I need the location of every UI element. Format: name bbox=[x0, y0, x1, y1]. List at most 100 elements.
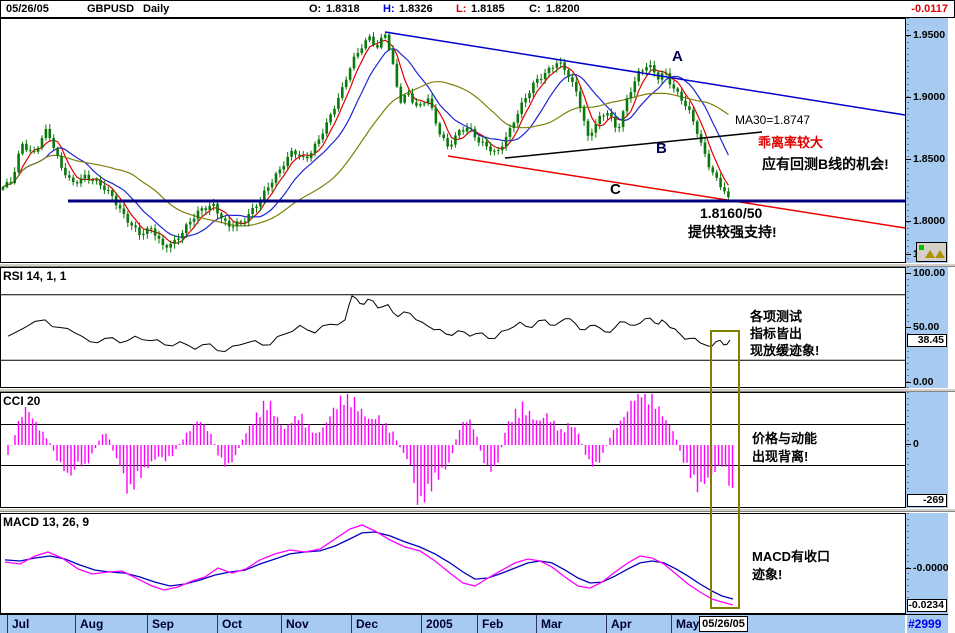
candle-body bbox=[110, 190, 114, 196]
candle-body bbox=[9, 182, 13, 184]
candle-body bbox=[707, 153, 711, 168]
candle-body bbox=[21, 143, 24, 154]
candle-body bbox=[337, 97, 340, 109]
candle-body bbox=[438, 123, 442, 135]
candle-body bbox=[352, 56, 356, 69]
candle-body bbox=[590, 132, 594, 136]
line-B bbox=[504, 131, 763, 159]
candle-body bbox=[259, 199, 262, 207]
candle-body bbox=[543, 72, 547, 80]
macd-note-line2: 迹象! bbox=[752, 567, 783, 582]
panel-splitter[interactable] bbox=[0, 508, 955, 512]
candle-body bbox=[586, 120, 590, 136]
candle-body bbox=[454, 135, 457, 145]
candle-body bbox=[614, 116, 617, 128]
candle-body bbox=[157, 235, 161, 239]
candle-body bbox=[130, 222, 133, 226]
ma30-value-label: MA30=1.8747 bbox=[735, 113, 811, 127]
month-label: 2005 bbox=[426, 617, 453, 631]
indicator-line bbox=[2, 47, 729, 238]
macd-axis: -0.0000 -0.0234 bbox=[906, 513, 949, 614]
candle-body bbox=[313, 143, 317, 154]
bar-count-label: #2999 bbox=[908, 617, 942, 631]
candle-body bbox=[286, 156, 289, 166]
axis-tick bbox=[906, 35, 911, 36]
bias-note: 乖离率较大 bbox=[758, 135, 824, 150]
price-chart-canvas[interactable] bbox=[0, 18, 906, 263]
month-label: Mar bbox=[541, 617, 563, 631]
candle-body bbox=[621, 111, 625, 128]
candle-body bbox=[680, 91, 683, 101]
candle-body bbox=[99, 180, 102, 186]
candle-body bbox=[504, 137, 508, 147]
candle-body bbox=[688, 106, 691, 111]
candle-body bbox=[703, 142, 707, 154]
candle-body bbox=[364, 40, 367, 49]
cci-chart-canvas[interactable] bbox=[0, 392, 906, 508]
candle-body bbox=[403, 95, 406, 103]
candle-body bbox=[723, 187, 726, 192]
candle-body bbox=[493, 150, 496, 152]
quote-date: 05/26/05 bbox=[6, 3, 49, 15]
minor-ticks bbox=[907, 513, 909, 614]
candle-body bbox=[325, 122, 328, 134]
candle-body bbox=[204, 208, 208, 211]
panel-border bbox=[0, 18, 906, 263]
rsi-chart-canvas[interactable] bbox=[0, 267, 906, 388]
macd-chart-canvas[interactable] bbox=[0, 513, 906, 614]
candle-body bbox=[563, 62, 566, 71]
month-tick bbox=[351, 615, 352, 633]
rsi-note-line2: 指标皆出 bbox=[750, 326, 803, 341]
month-label: Aug bbox=[80, 617, 104, 631]
candle-body bbox=[165, 245, 169, 248]
candle-body bbox=[302, 155, 305, 157]
candle-body bbox=[317, 139, 321, 144]
candle-body bbox=[169, 243, 172, 248]
month-tick bbox=[477, 615, 478, 633]
panel-splitter[interactable] bbox=[0, 263, 955, 267]
candle-body bbox=[500, 146, 504, 151]
candle-body bbox=[399, 86, 403, 103]
candle-body bbox=[715, 172, 718, 178]
candle-body bbox=[181, 232, 184, 239]
candle-body bbox=[532, 82, 535, 94]
candle-body bbox=[200, 208, 204, 211]
axis-tick bbox=[906, 327, 911, 328]
candle-body bbox=[458, 130, 461, 136]
month-tick bbox=[671, 615, 672, 633]
candle-body bbox=[356, 53, 360, 57]
candle-body bbox=[118, 205, 122, 209]
macd-note-line1: MACD有收口 bbox=[752, 549, 830, 564]
axis-label: 100.00 bbox=[913, 267, 946, 279]
candle-body bbox=[485, 141, 488, 147]
candle-body bbox=[126, 213, 130, 223]
current-value-box: -269 bbox=[907, 494, 947, 507]
candle-body bbox=[278, 169, 282, 174]
close-label: C: bbox=[529, 3, 541, 15]
candle-body bbox=[617, 127, 621, 129]
candle-body bbox=[555, 63, 559, 68]
candle-body bbox=[415, 102, 418, 106]
quote-bar: 05/26/05 GBPUSD Daily O: 1.8318 H: 1.832… bbox=[0, 0, 955, 18]
candle-body bbox=[185, 224, 188, 233]
candle-body bbox=[142, 233, 145, 236]
candle-body bbox=[695, 121, 699, 134]
candle-body bbox=[645, 67, 648, 71]
panel-splitter[interactable] bbox=[0, 388, 955, 392]
candle-body bbox=[641, 70, 644, 72]
chart-properties-button[interactable] bbox=[916, 242, 947, 262]
cursor-date-box: 05/26/05 bbox=[699, 616, 748, 632]
candle-body bbox=[138, 227, 141, 236]
axis-label: 0 bbox=[913, 438, 919, 450]
month-label: May bbox=[676, 617, 700, 631]
candle-body bbox=[344, 79, 348, 88]
candle-body bbox=[547, 67, 551, 73]
candle-body bbox=[567, 70, 570, 78]
candle-body bbox=[391, 49, 395, 64]
cci-note-line1: 价格与动能 bbox=[752, 431, 818, 446]
candle-body bbox=[25, 143, 28, 151]
axis-label: 0.00 bbox=[913, 376, 934, 388]
candle-body bbox=[508, 128, 512, 138]
candle-body bbox=[298, 154, 301, 156]
